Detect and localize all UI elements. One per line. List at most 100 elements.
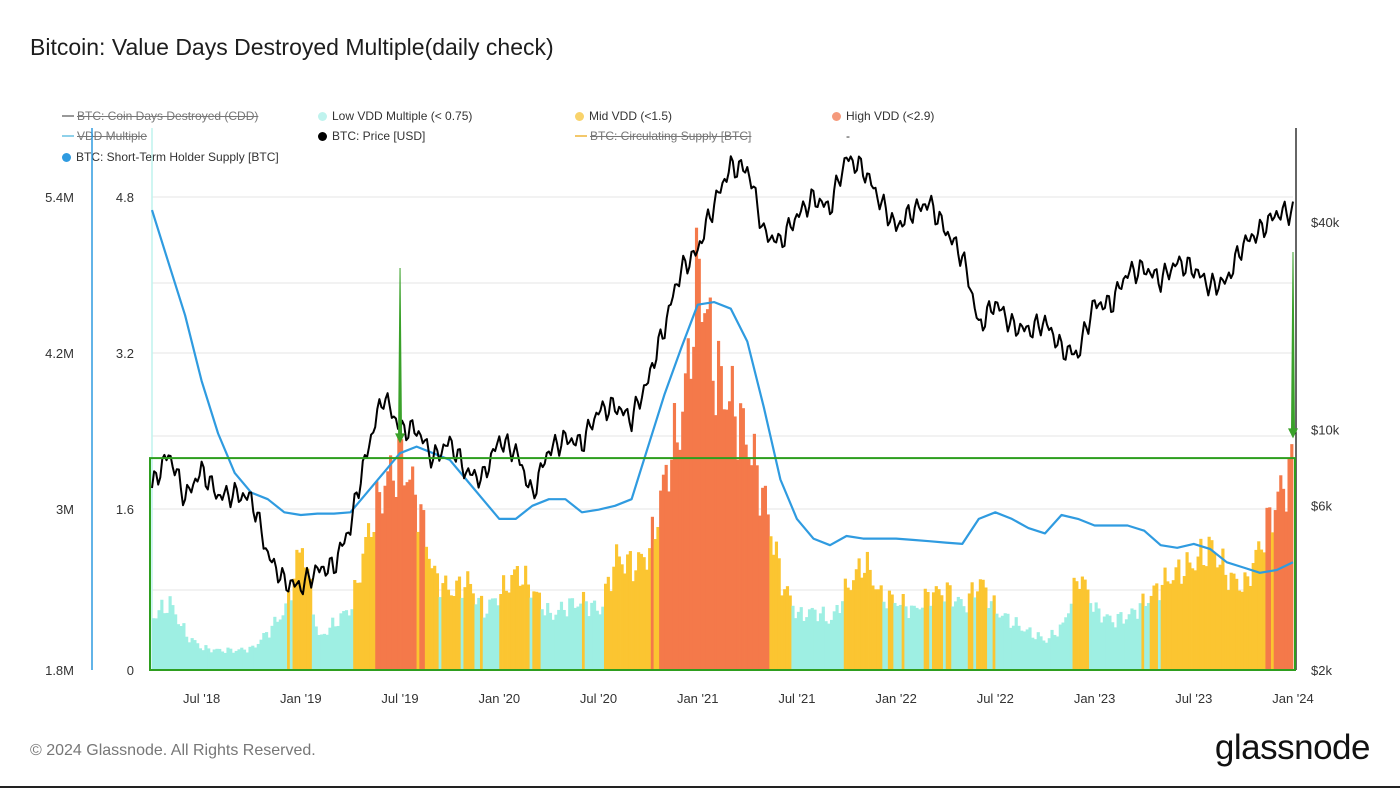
vdd-bar bbox=[730, 365, 734, 670]
price-axis-tick-label: $40k bbox=[1311, 215, 1340, 230]
vdd-bar bbox=[515, 566, 519, 670]
vdd-bar bbox=[998, 617, 1002, 670]
vdd-bar bbox=[678, 449, 682, 670]
vdd-bar bbox=[772, 554, 776, 670]
vdd-bar bbox=[904, 606, 908, 670]
vdd-bar bbox=[182, 623, 186, 670]
vdd-bar bbox=[750, 465, 754, 670]
vdd-bar bbox=[689, 378, 693, 670]
vdd-bar bbox=[1141, 593, 1145, 670]
legend-item-low-vdd[interactable]: Low VDD Multiple (< 0.75) bbox=[318, 109, 472, 123]
x-axis-tick-label: Jan '19 bbox=[280, 691, 322, 706]
vdd-bar bbox=[535, 591, 539, 670]
vdd-bar bbox=[314, 626, 318, 670]
vdd-bar bbox=[683, 373, 688, 670]
vdd-bar bbox=[1011, 625, 1016, 670]
annotation-arrow-shaft bbox=[1290, 251, 1296, 431]
vdd-bar bbox=[1003, 613, 1007, 670]
vdd-bar bbox=[397, 436, 401, 670]
vdd-bar bbox=[989, 601, 993, 670]
dot-icon bbox=[832, 111, 841, 121]
vdd-bar bbox=[1028, 627, 1032, 670]
annotation-arrow-shaft bbox=[398, 267, 403, 436]
vdd-bar bbox=[187, 642, 191, 670]
vdd-bar bbox=[774, 541, 779, 670]
vdd-bar bbox=[1000, 615, 1005, 670]
vdd-bar bbox=[1072, 577, 1076, 670]
vdd-bar bbox=[1204, 566, 1208, 670]
vdd-bar bbox=[449, 595, 453, 670]
vdd-bar bbox=[849, 590, 853, 670]
vdd-bar bbox=[521, 584, 525, 670]
vdd-bar bbox=[372, 532, 376, 670]
vdd-bar bbox=[1130, 608, 1134, 670]
vdd-bar bbox=[885, 608, 889, 670]
legend-item-sth-supply[interactable]: BTC: Short-Term Holder Supply [BTC] bbox=[62, 150, 279, 164]
vdd-bar bbox=[256, 643, 260, 670]
vdd-bar bbox=[1262, 552, 1266, 670]
vdd-bar bbox=[865, 551, 869, 670]
vdd-bar bbox=[852, 580, 856, 670]
vdd-bar bbox=[716, 340, 721, 670]
vdd-bar bbox=[1265, 507, 1269, 670]
vdd-bar bbox=[970, 582, 974, 670]
legend-item-circulating-supply[interactable]: BTC: Circulating Supply [BTC] bbox=[575, 129, 751, 143]
vdd-bar bbox=[838, 613, 842, 670]
vdd-bar bbox=[907, 618, 911, 670]
vdd-bar bbox=[1177, 559, 1181, 670]
vdd-bar bbox=[929, 605, 933, 670]
vdd-bar bbox=[419, 504, 423, 670]
vdd-bar bbox=[871, 585, 875, 670]
vdd-bar bbox=[1122, 623, 1126, 670]
vdd-bar bbox=[504, 590, 508, 670]
vdd-bar bbox=[220, 651, 225, 670]
vdd-bar bbox=[1058, 624, 1062, 670]
vdd-bar bbox=[433, 565, 437, 670]
vdd-bar bbox=[496, 605, 500, 670]
vdd-bar bbox=[405, 482, 409, 670]
vdd-bar bbox=[562, 609, 566, 670]
vdd-bar bbox=[741, 408, 745, 670]
vdd-bar bbox=[524, 565, 528, 670]
vdd-bar bbox=[978, 579, 982, 670]
vdd-bar bbox=[879, 585, 883, 670]
vdd-bar bbox=[1138, 603, 1142, 670]
vdd-axis-tick-label: 3.2 bbox=[116, 346, 134, 361]
vdd-bar bbox=[984, 587, 988, 670]
legend-item-cdd[interactable]: BTC: Coin Days Destroyed (CDD) bbox=[62, 109, 258, 123]
legend-item-price[interactable]: BTC: Price [USD] bbox=[318, 129, 425, 143]
line-icon bbox=[575, 135, 587, 137]
vdd-bar bbox=[697, 258, 701, 670]
vdd-bar bbox=[747, 458, 751, 670]
vdd-bar bbox=[1053, 634, 1057, 670]
vdd-bar bbox=[424, 546, 429, 670]
vdd-bar bbox=[1237, 590, 1242, 670]
vdd-bar bbox=[1022, 631, 1027, 670]
vdd-bar bbox=[791, 605, 795, 670]
vdd-bar bbox=[242, 649, 247, 670]
vdd-bar bbox=[262, 633, 266, 670]
vdd-bar bbox=[934, 586, 938, 670]
legend-item-mid-vdd[interactable]: Mid VDD (<1.5) bbox=[575, 109, 672, 123]
vdd-bar bbox=[634, 570, 638, 670]
vdd-bar bbox=[452, 596, 456, 670]
vdd-bar bbox=[1248, 585, 1253, 670]
legend-label: Mid VDD (<1.5) bbox=[589, 109, 673, 123]
vdd-bar bbox=[394, 496, 398, 670]
vdd-bar bbox=[253, 647, 258, 670]
vdd-bar bbox=[703, 313, 707, 670]
legend-item-vdd-multiple[interactable]: VDD Multiple bbox=[62, 129, 147, 143]
dot-icon bbox=[318, 131, 327, 141]
vdd-bar bbox=[1240, 591, 1244, 670]
vdd-bar bbox=[692, 346, 696, 670]
vdd-bar bbox=[1182, 576, 1186, 670]
vdd-bar bbox=[355, 582, 360, 670]
vdd-bar bbox=[287, 590, 291, 670]
vdd-bar bbox=[1221, 548, 1225, 670]
vdd-bar bbox=[176, 624, 180, 670]
vdd-bar bbox=[339, 613, 343, 670]
vdd-bar bbox=[185, 636, 189, 670]
vdd-bar bbox=[1276, 491, 1280, 670]
legend-item-high-vdd[interactable]: High VDD (<2.9) bbox=[832, 109, 934, 123]
vdd-bar bbox=[554, 614, 558, 670]
